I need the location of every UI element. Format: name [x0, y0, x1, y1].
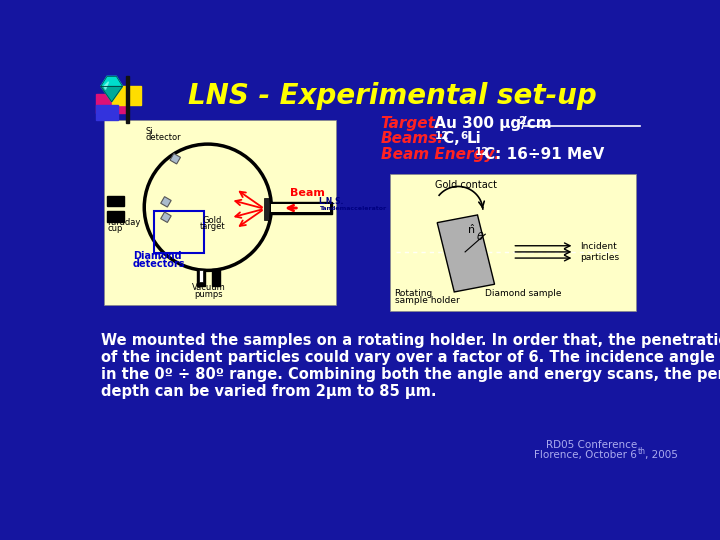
Text: We mounted the samples on a rotating holder. In order that, the penetration dept: We mounted the samples on a rotating hol…: [101, 333, 720, 348]
Text: detector: detector: [145, 133, 181, 142]
Bar: [96, 105, 118, 120]
Text: Faraday: Faraday: [107, 218, 140, 227]
Text: Si: Si: [145, 127, 153, 136]
Text: of the incident particles could vary over a factor of 6. The incidence angle θ v: of the incident particles could vary ove…: [101, 350, 720, 364]
Text: Au 300 μg/cm: Au 300 μg/cm: [428, 116, 552, 131]
Bar: [96, 94, 126, 112]
Polygon shape: [101, 86, 122, 102]
Text: C,: C,: [444, 131, 465, 146]
Bar: [390, 174, 636, 311]
Text: 2: 2: [518, 116, 526, 126]
Text: RD05 Conference: RD05 Conference: [546, 440, 637, 450]
Text: n̂: n̂: [468, 225, 475, 235]
Text: Beam Energy:: Beam Energy:: [381, 147, 500, 162]
Text: L.N.S.: L.N.S.: [319, 197, 344, 206]
Text: target: target: [199, 222, 225, 231]
Text: θ: θ: [477, 232, 483, 242]
Text: depth can be varied from 2μm to 85 μm.: depth can be varied from 2μm to 85 μm.: [101, 383, 436, 399]
Bar: [197, 269, 204, 286]
Text: 12: 12: [475, 147, 490, 157]
Polygon shape: [437, 215, 495, 292]
Text: 6: 6: [461, 131, 468, 141]
Text: 12: 12: [435, 131, 449, 141]
Text: , 2005: , 2005: [645, 450, 678, 460]
Text: pumps: pumps: [194, 289, 223, 299]
Text: Vacuum: Vacuum: [192, 284, 225, 293]
Polygon shape: [101, 76, 122, 86]
Text: LNS - Experimental set-up: LNS - Experimental set-up: [188, 82, 597, 110]
Bar: [126, 76, 129, 123]
Text: sample holder: sample holder: [395, 296, 459, 305]
Text: C: 16÷91 MeV: C: 16÷91 MeV: [484, 147, 604, 162]
Bar: [264, 198, 269, 220]
Text: Florence, October 6: Florence, October 6: [534, 450, 637, 460]
Text: in the 0º ÷ 80º range. Combining both the angle and energy scans, the penetratio: in the 0º ÷ 80º range. Combining both th…: [101, 367, 720, 382]
Text: detectors: detectors: [132, 259, 185, 268]
Polygon shape: [104, 82, 109, 90]
Bar: [107, 195, 124, 206]
Bar: [107, 211, 124, 222]
Text: Diamond: Diamond: [132, 251, 181, 261]
Text: cup: cup: [107, 224, 122, 233]
Bar: [212, 269, 220, 286]
Text: th: th: [638, 448, 646, 456]
Text: Gold: Gold: [203, 215, 222, 225]
Text: Tandemaccelerator: Tandemaccelerator: [319, 206, 386, 211]
Text: Diamond sample: Diamond sample: [485, 289, 562, 298]
Text: Incident
particles: Incident particles: [580, 242, 619, 261]
Text: Target:: Target:: [381, 116, 441, 131]
Bar: [153, 211, 204, 253]
Bar: [112, 86, 141, 105]
Polygon shape: [161, 212, 171, 222]
Polygon shape: [170, 153, 181, 164]
Text: Li: Li: [467, 131, 482, 146]
Text: Gold contact: Gold contact: [435, 180, 497, 190]
Bar: [270, 202, 332, 214]
Text: Rotating: Rotating: [395, 289, 433, 298]
Bar: [104, 120, 336, 305]
Text: Beams:: Beams:: [381, 131, 444, 146]
Bar: [271, 204, 330, 212]
Bar: [199, 271, 203, 282]
Polygon shape: [161, 197, 171, 207]
Text: Beam: Beam: [289, 188, 325, 198]
